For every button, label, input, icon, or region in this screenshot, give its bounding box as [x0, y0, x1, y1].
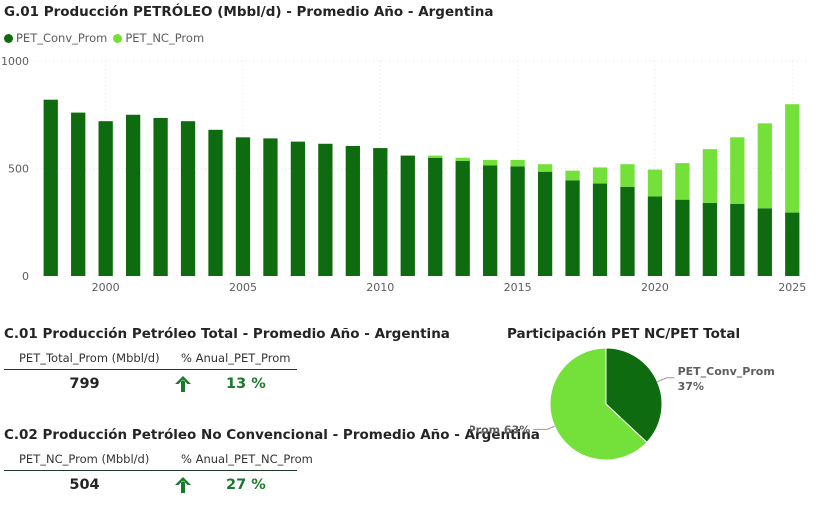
bar-conv-2014[interactable] — [483, 165, 498, 276]
production-bar-chart: 0 500 1000 2000 2005 2010 2015 2020 2025 — [1, 55, 806, 294]
kpi-nc-row: 504 27 % — [4, 471, 297, 497]
chart-title: G.01 Producción PETRÓLEO (Mbbl/d) - Prom… — [4, 4, 494, 20]
bar-conv-2016[interactable] — [537, 171, 553, 276]
x-tick-label: 2005 — [229, 281, 257, 294]
bar-nc-2019[interactable] — [620, 164, 635, 187]
bar-conv-1999[interactable] — [71, 112, 86, 276]
y-tick-label: 1000 — [1, 55, 29, 68]
bar-conv-2001[interactable] — [125, 114, 141, 276]
bar-conv-2022[interactable] — [702, 202, 718, 276]
kpi-total-pct: 13 % — [226, 376, 266, 392]
legend-swatch-nc — [113, 33, 123, 43]
bar-conv-2013[interactable] — [455, 160, 470, 276]
pie-label-conv-pct: 37% — [678, 380, 704, 393]
kpi-nc-header: PET_NC_Prom (Mbbl/d) % Anual_PET_NC_Prom — [4, 451, 313, 471]
bar-conv-2009[interactable] — [345, 145, 360, 276]
x-tick-label: 2010 — [366, 281, 394, 294]
y-tick-label: 500 — [8, 163, 29, 176]
kpi-nc-table: PET_NC_Prom (Mbbl/d) % Anual_PET_NC_Prom… — [4, 451, 313, 497]
bar-conv-2019[interactable] — [620, 186, 635, 276]
x-tick-label: 2020 — [641, 281, 669, 294]
bar-conv-2025[interactable] — [785, 212, 800, 276]
legend-item-conv[interactable]: PET_Conv_Prom — [4, 31, 107, 45]
bar-nc-2025[interactable] — [785, 104, 800, 213]
bar-nc-2017[interactable] — [565, 170, 580, 181]
bar-conv-2010[interactable] — [373, 148, 388, 276]
bar-conv-2012[interactable] — [428, 157, 443, 276]
legend-label-nc: PET_NC_Prom — [125, 31, 205, 45]
bar-conv-2007[interactable] — [290, 141, 306, 276]
pie-slice-conv[interactable] — [605, 347, 663, 444]
pie-leader-line — [533, 425, 555, 430]
bar-conv-2011[interactable] — [400, 155, 415, 276]
bar-nc-2013[interactable] — [455, 157, 470, 161]
bar-nc-2021[interactable] — [675, 163, 690, 200]
chart-legend: PET_Conv_Prom PET_NC_Prom — [4, 31, 210, 45]
bar-nc-2024[interactable] — [757, 123, 772, 209]
bar-conv-2017[interactable] — [565, 180, 580, 276]
kpi-total-col2: % Anual_PET_Prom — [181, 351, 291, 365]
c02-title: C.02 Producción Petróleo No Convencional… — [4, 427, 540, 443]
kpi-total-row: 799 13 % — [4, 370, 297, 396]
bar-nc-2020[interactable] — [647, 169, 663, 197]
legend-swatch-conv — [4, 33, 13, 43]
pie-label-nc: PET_NC_Prom 63% — [470, 423, 530, 436]
y-tick-label: 0 — [22, 270, 29, 283]
kpi-nc-value: 504 — [69, 477, 100, 493]
bar-conv-2021[interactable] — [675, 199, 690, 276]
kpi-nc-pct: 27 % — [226, 477, 266, 493]
bar-conv-2000[interactable] — [98, 121, 113, 276]
bar-conv-2008[interactable] — [318, 143, 333, 276]
kpi-total-value: 799 — [69, 376, 100, 392]
bar-nc-2022[interactable] — [702, 149, 718, 203]
bar-conv-2002[interactable] — [153, 117, 168, 276]
kpi-total-col1: PET_Total_Prom (Mbbl/d) — [19, 351, 160, 365]
x-tick-label: 2025 — [778, 281, 806, 294]
up-arrow-icon — [175, 376, 191, 392]
kpi-total-header: PET_Total_Prom (Mbbl/d) % Anual_PET_Prom — [4, 350, 297, 370]
legend-label-conv: PET_Conv_Prom — [16, 31, 108, 45]
bar-conv-1998[interactable] — [43, 99, 58, 276]
bar-nc-2018[interactable] — [592, 167, 608, 184]
x-tick-label: 2000 — [92, 281, 120, 294]
bar-conv-2020[interactable] — [647, 196, 663, 276]
bar-nc-2016[interactable] — [537, 164, 553, 172]
x-tick-label: 2015 — [504, 281, 532, 294]
kpi-nc-col1: PET_NC_Prom (Mbbl/d) — [19, 452, 150, 466]
pie-title: Participación PET NC/PET Total — [507, 326, 741, 342]
pie-leader-line — [657, 377, 675, 383]
bar-conv-2004[interactable] — [208, 129, 223, 276]
bar-conv-2018[interactable] — [592, 183, 608, 276]
c01-title: C.01 Producción Petróleo Total - Promedi… — [4, 326, 450, 342]
bar-conv-2015[interactable] — [510, 166, 525, 276]
bar-nc-2012[interactable] — [428, 155, 443, 158]
bar-conv-2006[interactable] — [263, 138, 278, 276]
bar-conv-2003[interactable] — [180, 121, 196, 276]
up-arrow-icon — [175, 477, 191, 493]
bar-conv-2005[interactable] — [235, 137, 251, 276]
kpi-total-table: PET_Total_Prom (Mbbl/d) % Anual_PET_Prom… — [4, 350, 297, 396]
bar-conv-2023[interactable] — [730, 203, 745, 276]
participation-pie-chart: PET_Conv_Prom 37% PET_NC_Prom 63% — [470, 347, 775, 461]
kpi-nc-col2: % Anual_PET_NC_Prom — [181, 452, 313, 466]
bar-nc-2015[interactable] — [510, 159, 525, 167]
bar-nc-2014[interactable] — [483, 159, 498, 166]
legend-item-nc[interactable]: PET_NC_Prom — [113, 31, 204, 45]
pie-label-conv-name: PET_Conv_Prom — [678, 365, 775, 378]
bar-nc-2023[interactable] — [730, 137, 745, 204]
bar-conv-2024[interactable] — [757, 208, 772, 276]
